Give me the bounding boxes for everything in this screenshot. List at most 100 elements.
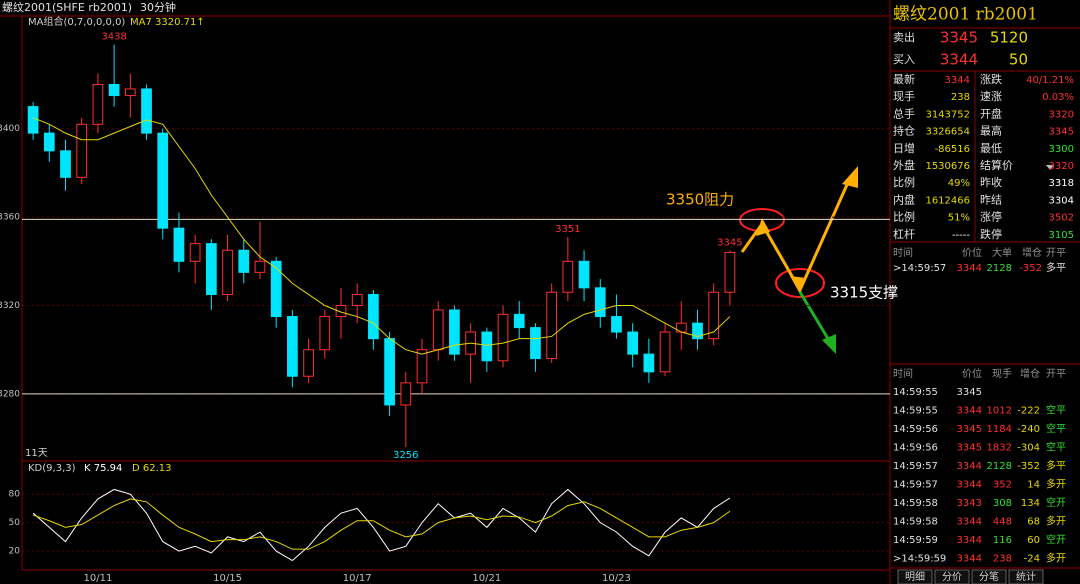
- table-cell: 238: [993, 554, 1012, 565]
- table-header: 价位: [962, 246, 982, 259]
- candle-body: [724, 251, 736, 293]
- quote-label: 卖出: [893, 30, 915, 44]
- table-cell: -352: [1017, 461, 1040, 472]
- quote-row-label: 涨跌: [980, 72, 1002, 86]
- quote-row-value: 51%: [948, 213, 970, 224]
- table-cell: 3345: [957, 387, 982, 398]
- y-tick-label: 3280: [0, 389, 20, 399]
- candle-body: [173, 227, 185, 262]
- table-cell: 3344: [957, 554, 982, 565]
- quote-row-label: 昨结: [980, 193, 1002, 206]
- candle-body: [432, 309, 444, 351]
- table-cell: 14:59:56: [893, 443, 938, 454]
- quote-volume: 50: [1009, 51, 1028, 69]
- table-cell: >14:59:59: [893, 554, 946, 565]
- table-cell: 14:59:58: [893, 517, 938, 528]
- quote-row-value: 3304: [1049, 195, 1074, 206]
- x-tick-label: 10/21: [472, 573, 501, 584]
- candle-body: [546, 291, 558, 360]
- tab-label[interactable]: 分笔: [979, 570, 999, 583]
- table-header: 时间: [893, 367, 913, 380]
- table-cell: 14:59:57: [893, 461, 938, 472]
- quote-row-label: 比例: [893, 175, 915, 189]
- candle-body: [384, 338, 395, 406]
- candle-body: [319, 316, 331, 351]
- kd-line: [32, 498, 731, 550]
- quote-row-value: -----: [952, 230, 970, 241]
- quote-row-value: 3318: [1049, 178, 1074, 189]
- y-tick-label: 3360: [0, 213, 20, 223]
- dynamic: 3280 3320 3360 3400 3438 3256 3351 3345 10/11 10/…: [0, 29, 1074, 584]
- candle-body: [643, 353, 655, 373]
- tab-label[interactable]: 明细: [905, 570, 925, 583]
- tab-label[interactable]: 统计: [1016, 570, 1036, 583]
- candle-body: [530, 327, 541, 360]
- table-cell: 1012: [987, 406, 1012, 417]
- table-cell: 14:59:57: [893, 480, 938, 491]
- table-cell: 空开: [1046, 496, 1066, 509]
- arrowhead: [756, 218, 770, 236]
- candle-body: [594, 287, 606, 318]
- quote-row-label: 跌停: [980, 227, 1002, 241]
- table-cell: 空平: [1046, 422, 1066, 435]
- quote-row-label: 内盘: [893, 192, 915, 206]
- quote-row-label: 结算价: [980, 158, 1013, 172]
- table-cell: 空平: [1046, 441, 1066, 454]
- support-note: 3315支撑: [830, 284, 898, 302]
- quote-row-value: -86516: [935, 144, 970, 155]
- ma-line: [32, 117, 731, 355]
- candle-body: [270, 260, 282, 318]
- candle-body: [497, 313, 509, 362]
- tab[interactable]: [897, 569, 933, 584]
- price-annotation: 3351: [555, 224, 580, 235]
- d-label: D 62.13: [132, 463, 172, 474]
- kd-line: [32, 488, 731, 562]
- table-cell: 308: [993, 498, 1012, 509]
- k-label: K 75.94: [84, 463, 122, 474]
- arrowhead: [842, 166, 858, 188]
- candle-body: [627, 331, 639, 355]
- quote-row-value: 3320: [1049, 161, 1074, 172]
- quote-row-label: 最新: [893, 72, 915, 86]
- price-annotation: 3345: [717, 237, 742, 248]
- tab[interactable]: [971, 569, 1007, 584]
- quote-row-value: 0.03%: [1042, 92, 1074, 103]
- arrow: [740, 177, 852, 294]
- table-header: 开平: [1046, 248, 1066, 259]
- table-cell: 2128: [987, 461, 1012, 472]
- quote-title: 螺纹2001 rb2001: [893, 5, 1038, 25]
- table-cell: 14:59:58: [893, 498, 938, 509]
- table-cell: 3343: [957, 498, 982, 509]
- y-tick-label: 20: [9, 547, 21, 557]
- table-header: 现手: [992, 367, 1012, 380]
- table-cell: 3344: [957, 480, 982, 491]
- table-cell: 14:59:55: [893, 387, 938, 398]
- symbol: 螺纹2001(SHFE rb2001): [2, 0, 132, 14]
- table-cell: -240: [1017, 424, 1040, 435]
- table-cell: 134: [1021, 498, 1040, 509]
- table-cell: 1832: [987, 443, 1012, 454]
- candle-body: [92, 84, 104, 125]
- dropdown-icon[interactable]: [1046, 165, 1054, 170]
- table-cell: -352: [1019, 263, 1042, 274]
- candle-body: [562, 260, 574, 293]
- table-header: 大单: [992, 246, 1012, 259]
- tab-label[interactable]: 分价: [942, 571, 962, 583]
- table-cell: 多开: [1046, 552, 1066, 565]
- table-cell: 多开: [1046, 478, 1066, 491]
- candle-body: [60, 150, 71, 178]
- quote-row-value: 49%: [948, 178, 970, 189]
- tab[interactable]: [1008, 569, 1044, 584]
- table-header: 增仓: [1022, 246, 1042, 259]
- quote-row-label: 现手: [893, 89, 915, 103]
- tab[interactable]: [934, 569, 970, 584]
- candle-body: [27, 106, 39, 134]
- resistance-note: 3350阻力: [666, 191, 734, 209]
- candle-body: [400, 382, 412, 406]
- table-cell: 14:59:56: [893, 424, 938, 435]
- quote-row-label: 最低: [980, 142, 1002, 155]
- quote-label: 买入: [893, 53, 915, 66]
- x-tick-label: 10/17: [343, 573, 372, 584]
- period[interactable]: 30分钟: [140, 0, 176, 14]
